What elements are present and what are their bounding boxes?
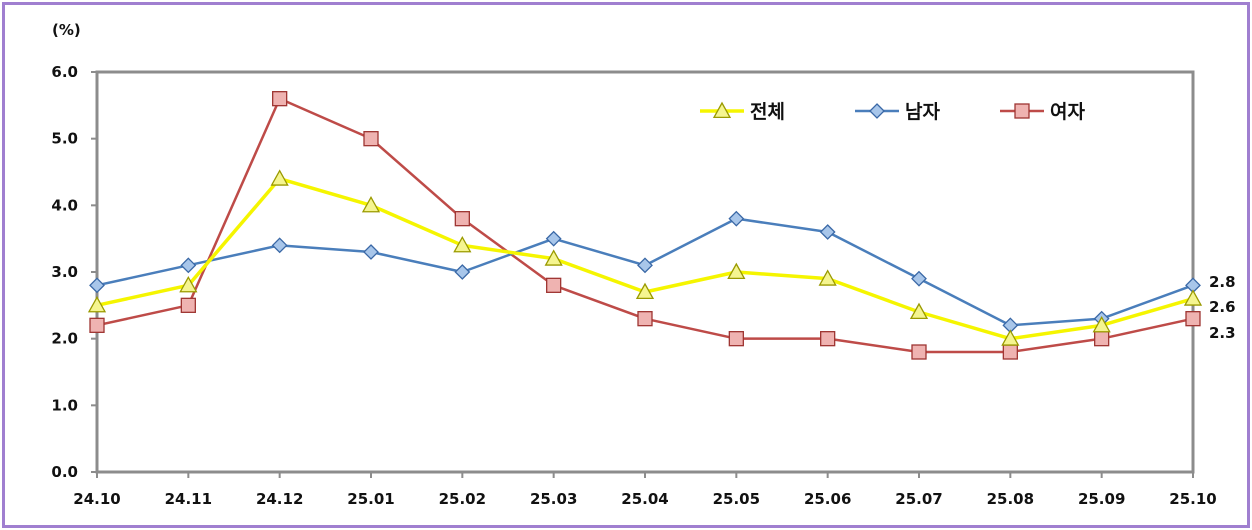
data-point	[546, 277, 562, 293]
data-point	[911, 270, 927, 287]
data-point	[361, 195, 381, 213]
end-label-female: 2.3	[1209, 324, 1236, 342]
x-tick-label: 25.03	[530, 490, 577, 508]
legend-label: 남자	[905, 101, 940, 123]
x-tick-label: 25.04	[621, 490, 668, 508]
y-tick-label: 6.0	[51, 63, 78, 81]
data-point	[270, 169, 289, 186]
data-point	[1094, 331, 1110, 347]
data-point	[454, 264, 471, 280]
series-markers	[87, 91, 1203, 360]
data-point	[89, 277, 105, 294]
data-point	[363, 131, 379, 147]
data-point	[819, 224, 836, 240]
data-point	[180, 257, 197, 274]
data-point	[89, 317, 105, 333]
y-tick-label: 4.0	[51, 196, 78, 214]
data-point	[453, 235, 472, 253]
data-point	[1092, 315, 1111, 333]
data-point	[179, 275, 198, 293]
data-point	[1185, 311, 1201, 327]
x-tick-label: 25.01	[347, 490, 394, 508]
data-point	[1001, 329, 1020, 346]
y-tick-label: 5.0	[51, 130, 78, 148]
data-point	[1183, 289, 1203, 306]
data-point	[635, 282, 655, 300]
x-tick-label: 25.06	[804, 490, 851, 508]
data-point	[820, 331, 836, 347]
x-tick-label: 25.08	[987, 490, 1034, 508]
data-point	[1002, 344, 1018, 360]
end-label-male: 2.8	[1209, 273, 1236, 291]
x-tick-label: 25.10	[1169, 490, 1216, 508]
y-tick-label: 3.0	[51, 263, 78, 281]
x-tick-label: 25.07	[895, 490, 942, 508]
end-labels: 2.8 2.6 2.3	[1209, 273, 1236, 342]
data-point	[363, 244, 379, 260]
y-axis: 0.0 1.0 2.0 3.0 4.0 5.0 6.0	[51, 63, 97, 481]
end-label-total: 2.6	[1209, 298, 1236, 316]
data-point	[272, 91, 288, 107]
data-point	[728, 210, 745, 227]
x-tick-label: 24.11	[165, 490, 212, 508]
data-point	[637, 257, 653, 274]
legend: 전체 남자 여자	[700, 101, 1085, 123]
legend-label: 전체	[750, 101, 785, 123]
y-tick-label: 2.0	[51, 330, 78, 348]
data-point	[728, 331, 744, 347]
x-tick-label: 25.05	[713, 490, 760, 508]
data-point	[911, 344, 927, 360]
data-point	[87, 295, 107, 313]
data-point	[544, 249, 563, 266]
data-point	[1014, 103, 1030, 119]
legend-label: 여자	[1050, 101, 1085, 123]
data-point	[727, 262, 746, 280]
y-tick-label: 1.0	[51, 396, 78, 414]
data-point	[869, 103, 885, 119]
data-point	[909, 302, 929, 320]
y-tick-label: 0.0	[51, 463, 78, 481]
data-point	[637, 311, 653, 327]
x-tick-label: 25.09	[1078, 490, 1125, 508]
data-point	[712, 101, 732, 119]
y-unit-label: (%)	[52, 21, 81, 39]
data-point	[454, 211, 470, 227]
data-point	[545, 230, 562, 247]
x-axis: 24.10 24.11 24.12 25.01 25.02 25.03 25.04 25.05…	[73, 472, 1217, 508]
data-point	[180, 297, 196, 313]
data-point	[271, 237, 288, 254]
x-tick-label: 25.02	[439, 490, 486, 508]
x-tick-label: 24.10	[73, 490, 120, 508]
data-point	[818, 269, 837, 286]
x-tick-label: 24.12	[256, 490, 303, 508]
